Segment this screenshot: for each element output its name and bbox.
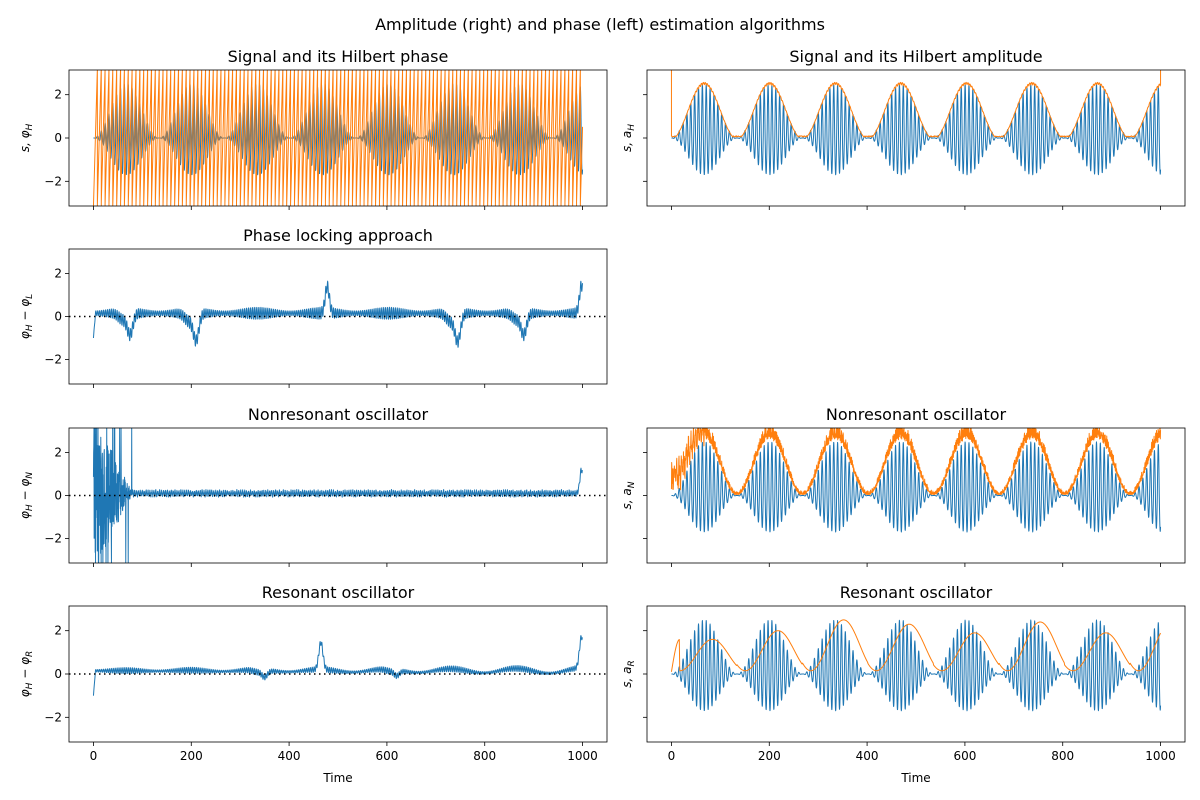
y-tick-label: 0 — [54, 131, 62, 145]
plot-area — [92, 635, 583, 696]
y-axis-label: φH − φR — [18, 651, 35, 698]
x-tick-label: 600 — [953, 749, 976, 763]
y-tick-label: 0 — [54, 667, 62, 681]
xlabel-left: Time — [322, 771, 352, 785]
plot-area — [92, 70, 584, 206]
x-tick-label: 800 — [1051, 749, 1074, 763]
series-line-0 — [92, 280, 584, 348]
ylabel-sub2: R — [25, 651, 35, 657]
ylabel-main: s, a — [620, 131, 634, 152]
ylabel-sub: H — [627, 124, 637, 131]
x-tick-label: 200 — [758, 749, 781, 763]
ylabel-sub: R — [627, 660, 637, 666]
x-tick-label: 200 — [180, 749, 203, 763]
ylabel-sub: H — [25, 123, 35, 130]
panel-phase_locking: −2 0 2 Phase locking approach φH − φL — [18, 226, 608, 388]
panel-title: Phase locking approach — [243, 226, 433, 245]
ylabel-main: φ — [18, 689, 32, 697]
x-tick-label: 400 — [278, 749, 301, 763]
series-line-0 — [92, 428, 583, 563]
plot-area — [670, 428, 1162, 533]
y-axis-label: s, aH — [620, 124, 637, 152]
series-line-0 — [671, 441, 1162, 533]
series-line-1 — [92, 70, 584, 206]
series-line-0 — [92, 635, 583, 696]
ylabel-sub: H — [25, 682, 35, 689]
series-line-0 — [671, 83, 1162, 176]
y-axis-label: φH − φN — [18, 472, 35, 519]
figure-suptitle: Amplitude (right) and phase (left) estim… — [375, 15, 825, 34]
ylabel-sub: H — [25, 324, 35, 331]
panel-nonresonant_phase: −2 0 2 Nonresonant oscillator φH − φN — [18, 405, 608, 567]
panel-title: Signal and its Hilbert amplitude — [789, 47, 1042, 66]
y-axis-label: s, aN — [620, 481, 637, 509]
panel-title: Resonant oscillator — [262, 583, 415, 602]
ylabel-sub2: L — [25, 294, 35, 299]
ylabel-main: s, φ — [18, 130, 32, 152]
panel-resonant_amplitude: 0 200 400 600 800 1000 Resonant oscillator s, a… — [620, 583, 1186, 763]
y-tick-label: −2 — [44, 174, 62, 188]
panel-title: Nonresonant oscillator — [826, 405, 1007, 424]
panel-nonresonant_amplitude: Nonresonant oscillator s, aN — [620, 405, 1186, 567]
ylabel-main: φ — [18, 331, 32, 339]
ylabel-main2: − φ — [18, 479, 32, 505]
y-axis-label: φH − φL — [18, 294, 35, 339]
y-tick-label: 2 — [54, 267, 62, 281]
x-tick-label: 0 — [668, 749, 676, 763]
ylabel-main: φ — [18, 511, 32, 519]
y-tick-label: −2 — [44, 710, 62, 724]
y-tick-label: 2 — [54, 446, 62, 460]
plot-area — [92, 280, 584, 348]
x-tick-label: 800 — [473, 749, 496, 763]
y-tick-label: −2 — [44, 352, 62, 366]
y-tick-label: 0 — [54, 489, 62, 503]
y-axis-label: s, φH — [18, 123, 35, 152]
plot-area — [92, 428, 583, 563]
x-tick-label: 0 — [90, 749, 98, 763]
ylabel-main: s, a — [620, 488, 634, 509]
series-line-1 — [670, 70, 1162, 138]
ylabel-main: s, a — [620, 667, 634, 688]
panel-title: Nonresonant oscillator — [248, 405, 429, 424]
x-tick-label: 1000 — [1145, 749, 1176, 763]
ylabel-sub2: N — [25, 472, 35, 479]
panel-resonant_phase: 0 200 400 600 800 1000 −2 0 2 Resonant oscillator… — [18, 583, 608, 763]
ylabel-main2: − φ — [18, 657, 32, 683]
plot-area — [670, 70, 1162, 176]
panel-signal_phase: −2 0 2 Signal and its Hilbert phase s, φH — [18, 47, 608, 210]
series-line-1 — [670, 428, 1162, 495]
xlabel-right: Time — [900, 771, 930, 785]
panel-title: Signal and its Hilbert phase — [228, 47, 449, 66]
y-tick-label: 2 — [54, 624, 62, 638]
x-tick-label: 400 — [856, 749, 879, 763]
y-axis-label: s, aR — [620, 660, 637, 688]
series-line-0 — [671, 619, 1162, 712]
series-line-1 — [670, 619, 1162, 672]
y-tick-label: 0 — [54, 310, 62, 324]
panel-title: Resonant oscillator — [840, 583, 993, 602]
y-tick-label: −2 — [44, 531, 62, 545]
ylabel-main2: − φ — [18, 299, 32, 325]
x-tick-label: 600 — [375, 749, 398, 763]
ylabel-sub: H — [25, 504, 35, 511]
plot-area — [670, 619, 1162, 712]
panel-signal_amplitude: Signal and its Hilbert amplitude s, aH — [620, 47, 1186, 210]
x-tick-label: 1000 — [567, 749, 598, 763]
ylabel-sub: N — [627, 481, 637, 488]
y-tick-label: 2 — [54, 88, 62, 102]
